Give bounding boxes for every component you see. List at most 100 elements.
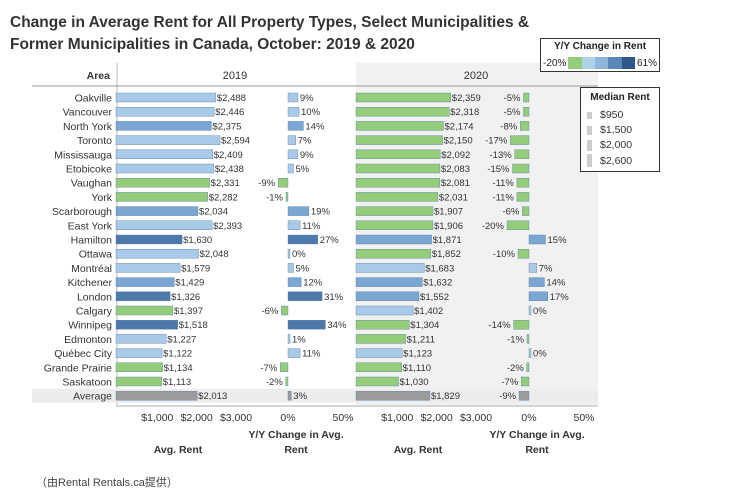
yoy-2019-value: 9% [300,93,314,104]
yoy-2019-bar [288,121,303,130]
yoy-2020-bar [529,292,548,301]
yoy-2020-bar [507,221,529,230]
rent-2019-bar [116,178,210,187]
area-label: Calgary [76,306,113,318]
yoy-2019-value: 12% [303,278,323,289]
yoy-2020-value: 15% [548,235,568,246]
yoy-2020-value: -2% [507,363,524,374]
yoy-2020-value: -15% [487,164,510,175]
rent-2020-bar [356,150,440,159]
rent-2020-bar [356,93,451,102]
yoy-2019-value: 9% [300,150,314,161]
yoy-2020-value: 0% [533,349,547,360]
rent-2019-bar [116,349,162,358]
area-label: Kitchener [68,277,113,289]
rent-2020-value: $1,030 [400,377,429,388]
area-label: Vancouver [63,107,113,119]
yoy-2020-bar [529,349,531,358]
year-2019-header: 2019 [223,70,247,82]
yoy-2019-value: 1% [292,334,306,345]
area-label: Winnipeg [68,320,112,332]
yoy-2019-bar [281,306,288,315]
size-marker-icon [587,140,592,151]
rent-2020-bar [356,391,430,400]
yoy-2019-value: 34% [327,320,347,331]
yoy-2020-value: -14% [488,320,511,331]
rent-2019-value: $2,393 [213,221,242,232]
rent-2020-bar [356,377,399,386]
yoy-2019-bar [288,334,290,343]
area-label: Vaughan [71,178,112,190]
rent-tick-label: $1,000 [141,412,173,424]
yoy-2020-bar [513,164,530,173]
yoy-2020-value: -6% [502,207,519,218]
rent-2020-value: $1,110 [403,363,431,374]
rent-2020-value: $1,907 [434,207,463,218]
size-marker-icon [587,112,592,119]
rent-2019-bar [116,107,214,116]
rent-2020-value: $2,174 [445,121,474,132]
yoy-2020-bar [522,207,529,216]
yoy-2019-value: 0% [292,249,306,260]
rent-2019-value: $2,013 [198,391,227,402]
yoy-2020-bar [521,377,529,386]
yoy-axis-title-line-1: Y/Y Change in Avg. [248,429,343,441]
yoy-2020-bar [519,391,529,400]
rent-2019-bar [116,249,199,258]
yoy-2020-bar [514,320,529,329]
yoy-2020-value: -5% [504,107,521,118]
yoy-2020-bar [515,150,529,159]
rent-2020-value: $1,852 [432,249,461,260]
rent-2020-bar [356,363,402,372]
rent-tick-label: $2,000 [421,412,453,424]
yoy-2020-bar [510,136,529,145]
area-label: Hamilton [71,235,113,247]
yoy-2020-value: -11% [492,178,514,189]
area-label: Mississauga [54,149,112,161]
rent-2020-value: $1,632 [423,278,452,289]
yoy-2020-bar [518,249,529,258]
color-ramp-swatch [582,57,595,69]
rent-2020-bar [356,136,443,145]
rent-2019-value: $1,122 [163,349,192,360]
color-legend-max-label: 61% [637,58,657,69]
rent-2019-value: $1,518 [179,320,208,331]
rent-2019-value: $1,113 [163,377,191,388]
rent-2019-value: $2,488 [217,93,246,104]
yoy-2019-value: 5% [296,164,310,175]
yoy-2020-bar [524,107,530,116]
yoy-2019-bar [288,235,318,244]
yoy-2019-bar [286,377,288,386]
yoy-2019-bar [286,192,288,201]
rent-2019-bar [116,192,208,201]
rent-2020-bar [356,207,433,216]
rent-2020-value: $1,123 [403,349,432,360]
rent-2019-value: $1,134 [164,363,193,374]
rent-tick-label: $3,000 [220,412,252,424]
area-label: Scarborough [52,206,112,218]
rent-tick-label: $2,000 [181,412,213,424]
yoy-2020-value: -17% [485,136,508,147]
yoy-2020-value: 17% [550,292,570,303]
yoy-tick-label: 50% [332,412,353,424]
area-label: Québec City [54,348,113,360]
rent-2020-bar [356,292,419,301]
rent-2020-bar [356,306,413,315]
rent-2019-bar [116,121,211,130]
yoy-axis-title-line-2: Rent [284,444,308,456]
rent-2019-bar [116,221,212,230]
yoy-2020-value: -13% [490,150,513,161]
yoy-2020-value: -1% [507,334,524,345]
color-legend: Y/Y Change in Rent -20% 61% [540,38,660,72]
rent-2020-bar [356,121,444,130]
size-marker-icon [587,154,592,167]
rent-2019-value: $2,331 [211,178,240,189]
yoy-2020-bar [529,278,544,287]
yoy-2019-bar [288,207,309,216]
size-legend-item: $2,000 [587,139,632,151]
yoy-2020-value: -9% [499,391,516,402]
yoy-2020-bar [529,235,546,244]
yoy-2019-bar [288,278,301,287]
size-legend-item: $2,600 [587,154,632,167]
rent-2019-value: $2,446 [215,107,244,118]
